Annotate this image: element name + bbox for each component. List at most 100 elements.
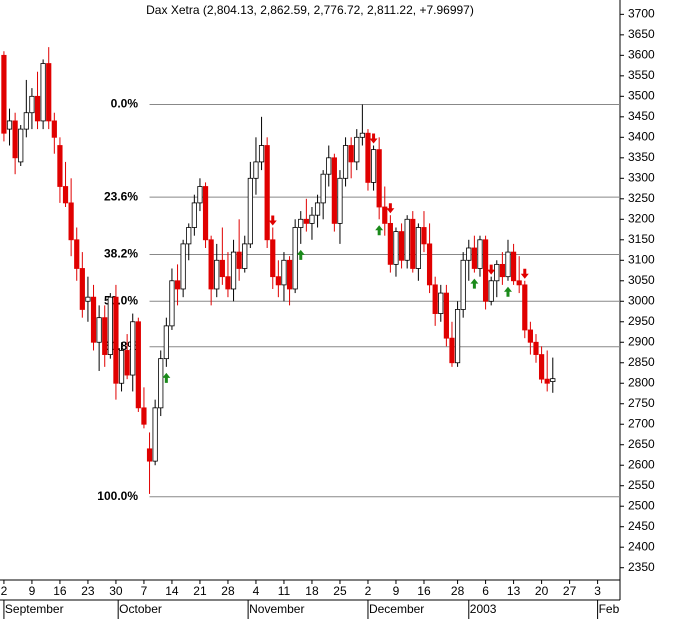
- candle-body: [533, 341, 539, 355]
- candle-body: [253, 161, 259, 179]
- candle-body: [281, 259, 287, 286]
- y-tick-label: 2750: [628, 396, 655, 410]
- candle-body: [286, 259, 293, 290]
- candle-body: [46, 63, 52, 122]
- candle-body: [258, 145, 265, 163]
- x-tick-label: 3: [594, 584, 601, 598]
- candle-body: [219, 259, 225, 278]
- fib-label: 23.6%: [104, 189, 138, 203]
- sell-arrow: [369, 133, 378, 144]
- candle-body: [426, 243, 433, 286]
- candle-body: [186, 227, 192, 245]
- candle-body: [522, 284, 528, 331]
- month-label: November: [249, 602, 304, 616]
- candle-body: [130, 321, 136, 376]
- y-tick-label: 2800: [628, 375, 655, 389]
- x-tick-label: 16: [417, 584, 431, 598]
- sell-arrow: [268, 215, 277, 226]
- candle-body: [544, 378, 550, 384]
- candle-body: [342, 145, 349, 179]
- candle-body: [174, 280, 181, 290]
- candle-body: [382, 206, 388, 224]
- y-tick-label: 3450: [628, 109, 655, 123]
- candle-body: [331, 157, 337, 224]
- fib-label: 100.0%: [97, 489, 138, 503]
- x-tick-label: 28: [451, 584, 465, 598]
- x-tick-label: 9: [393, 584, 400, 598]
- candle-body: [247, 177, 253, 245]
- y-tick-label: 3050: [628, 273, 655, 287]
- x-tick-label: 18: [305, 584, 319, 598]
- x-tick-label: 20: [535, 584, 549, 598]
- y-tick-label: 2850: [628, 355, 655, 369]
- x-tick-label: 6: [482, 584, 489, 598]
- candle-body: [34, 95, 41, 122]
- candle-body: [550, 378, 556, 382]
- candle-body: [477, 239, 483, 269]
- fib-label: 0.0%: [111, 97, 139, 111]
- candle-body: [309, 214, 315, 224]
- candle-body: [320, 173, 326, 204]
- x-tick-label: 7: [141, 584, 148, 598]
- candle-body: [471, 247, 477, 269]
- buy-arrow: [296, 249, 305, 260]
- candle-body: [118, 350, 125, 384]
- candle-body: [292, 227, 298, 290]
- candle-body: [40, 63, 46, 122]
- y-tick-label: 3000: [628, 293, 655, 307]
- candle-body: [51, 120, 57, 138]
- candle-body: [516, 280, 522, 286]
- candle-body: [421, 227, 427, 245]
- buy-arrow: [162, 372, 171, 383]
- y-tick-label: 2450: [628, 519, 655, 533]
- y-tick-label: 3250: [628, 191, 655, 205]
- x-tick-label: 27: [563, 584, 577, 598]
- y-tick-label: 2950: [628, 314, 655, 328]
- y-tick-label: 3300: [628, 170, 655, 184]
- candle-body: [365, 132, 371, 183]
- x-tick-label: 11: [278, 584, 291, 598]
- candle-body: [141, 407, 147, 425]
- y-tick-label: 3500: [628, 88, 655, 102]
- candle-body: [79, 268, 85, 310]
- buy-arrow: [503, 286, 512, 297]
- candle-body: [337, 177, 343, 224]
- candle-body: [370, 149, 377, 183]
- sell-arrow: [386, 203, 395, 214]
- candle-body: [466, 247, 472, 261]
- y-tick-label: 2400: [628, 539, 655, 553]
- candle-body: [415, 227, 421, 269]
- candle-body: [387, 222, 393, 265]
- candle-body: [505, 251, 511, 278]
- x-tick-label: 16: [53, 584, 67, 598]
- candle-body: [443, 292, 449, 339]
- y-tick-label: 2350: [628, 560, 655, 574]
- candle-body: [242, 243, 248, 269]
- candle-body: [208, 239, 214, 290]
- candle-body: [376, 149, 382, 208]
- candle-body: [236, 251, 242, 269]
- candle-body: [454, 309, 461, 364]
- x-tick-label: 25: [333, 584, 347, 598]
- chart-title: Dax Xetra (2,804.13, 2,862.59, 2,776.72,…: [146, 3, 474, 17]
- candle-body: [359, 132, 365, 138]
- candle-body: [314, 202, 321, 216]
- candle-body: [191, 202, 197, 228]
- candle-body: [163, 325, 169, 360]
- candle-body: [326, 157, 332, 175]
- candle-body: [169, 280, 175, 327]
- candle-body: [1, 54, 7, 134]
- y-tick-label: 2600: [628, 457, 655, 471]
- y-tick-label: 2500: [628, 498, 655, 512]
- candle-body: [275, 276, 281, 286]
- x-tick-label: 4: [253, 584, 260, 598]
- x-tick-label: 30: [109, 584, 123, 598]
- month-label: September: [5, 602, 64, 616]
- candle-body: [398, 231, 405, 261]
- candle-body: [404, 218, 410, 261]
- fib-label: 38.2%: [104, 247, 138, 261]
- candle-body: [158, 358, 164, 409]
- x-tick-label: 28: [221, 584, 235, 598]
- candle-body: [18, 128, 24, 163]
- candle-body: [197, 186, 203, 204]
